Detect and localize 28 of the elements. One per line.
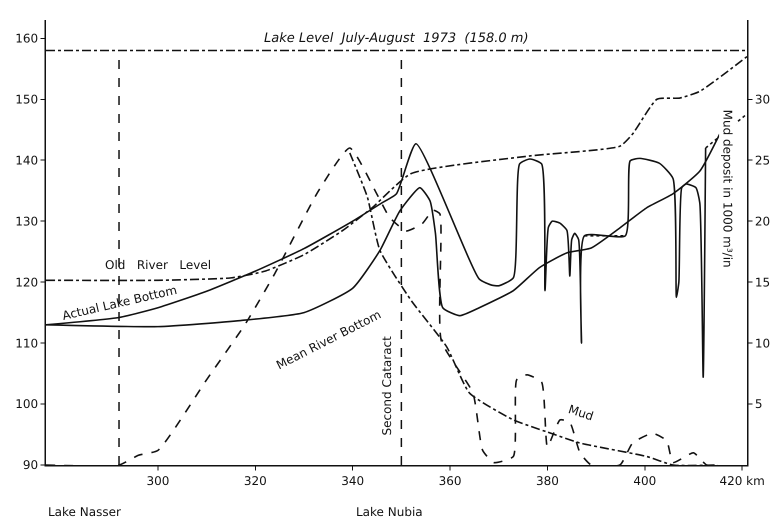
y2-tick-label: 10 <box>754 336 770 350</box>
text: Lake Nubia <box>356 505 423 519</box>
y-tick-label: 160 <box>15 31 38 46</box>
x-tick-label: 340 <box>341 474 364 488</box>
annotation: Actual Lake Bottom <box>60 282 178 323</box>
x-tick-label: 400 <box>633 474 656 488</box>
y2-tick-label: 5 <box>754 397 763 412</box>
y-tick-label: 140 <box>15 153 38 168</box>
y-tick-label: 100 <box>15 397 38 412</box>
annotation: Second Cataract <box>380 336 394 436</box>
x-tick-label: 300 <box>146 474 170 488</box>
x-tick-label: 420 km <box>719 474 765 488</box>
x-tick-label: 380 <box>536 474 559 488</box>
y2-axis-title: Mud deposit in 1000 m³/in <box>720 110 735 268</box>
x-tick-label: 360 <box>438 474 462 488</box>
y-tick-label: 130 <box>15 214 38 228</box>
y-tick-label: 150 <box>15 92 38 106</box>
y2-tick-label: 20 <box>754 214 770 228</box>
y2-tick-label: 15 <box>754 275 770 290</box>
y-tick-label: 90 <box>22 458 38 472</box>
text: Lake Nasser <box>48 505 121 519</box>
x-tick-label: 320 <box>244 474 267 488</box>
ref-line-label: Lake Level July-August 1973 (158.0 m) <box>264 31 529 46</box>
y2-tick-label: 25 <box>754 153 770 168</box>
y-tick-label: 120 <box>15 275 38 290</box>
annotation: Mud <box>566 402 596 424</box>
y-tick-label: 110 <box>15 336 38 350</box>
y2-tick-label: 30 <box>754 92 770 106</box>
